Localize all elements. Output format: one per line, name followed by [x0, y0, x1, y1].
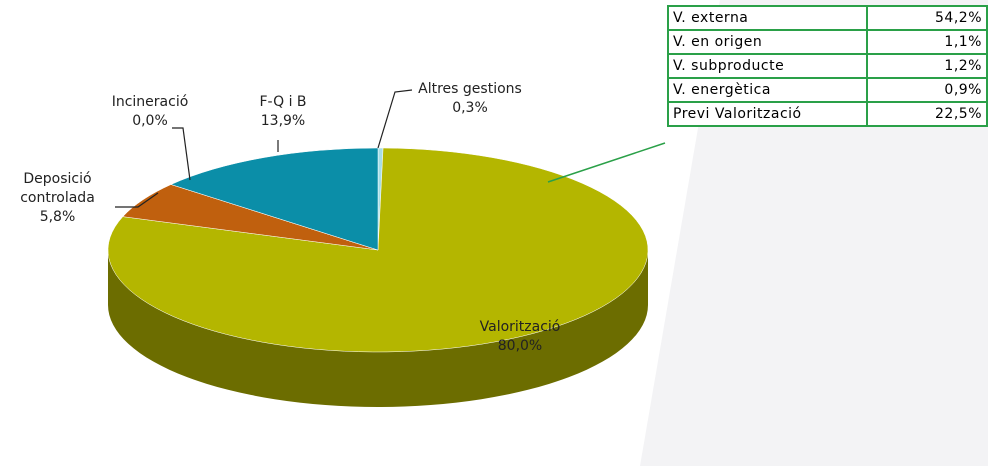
slice-label: Valorització 80,0% [450, 318, 590, 356]
table-row: Previ Valorització 22,5% [667, 101, 988, 127]
table-cell: V. subproducte [667, 53, 868, 79]
table-cell: 1,1% [866, 29, 988, 55]
category-label: F-Q i B [259, 94, 307, 110]
slice-label: F-Q i B 13,9% [233, 93, 333, 131]
slice [170, 147, 379, 251]
value-label: 0,3% [452, 100, 488, 116]
table-cell: 54,2% [866, 5, 988, 31]
table-cell: V. en origen [667, 29, 868, 55]
slice-label: Incineració 0,0% [90, 93, 210, 131]
value-label: 80,0% [497, 338, 543, 354]
table-cell: V. energètica [667, 77, 868, 103]
category-label: Valorització [479, 319, 561, 335]
table-row: V. en origen 1,1% [667, 29, 988, 55]
table-cell: 22,5% [866, 101, 988, 127]
table-cell: V. externa [667, 5, 868, 31]
value-label: 13,9% [260, 113, 306, 129]
slice-label: Altres gestions 0,3% [400, 80, 540, 118]
category-label: Incineració [111, 94, 189, 110]
value-label: 5,8% [39, 209, 76, 225]
table-cell: Previ Valorització [667, 101, 868, 127]
table-cell: 0,9% [866, 77, 988, 103]
slice-label: Deposició controlada 5,8% [10, 170, 105, 227]
value-label: 0,0% [132, 113, 168, 129]
breakdown-table: V. externa 54,2% V. en origen 1,1% V. subpro… [667, 5, 988, 127]
slice-side [108, 250, 648, 407]
table-row: V. energètica 0,9% [667, 77, 988, 103]
leader-lines [115, 89, 666, 208]
table-cell: 1,2% [866, 53, 988, 79]
category-label: Altres gestions [418, 81, 522, 97]
category-label: Deposició controlada [20, 171, 95, 206]
table-row: V. externa 54,2% [667, 5, 988, 31]
pie [107, 147, 649, 407]
table-row: V. subproducte 1,2% [667, 53, 988, 79]
